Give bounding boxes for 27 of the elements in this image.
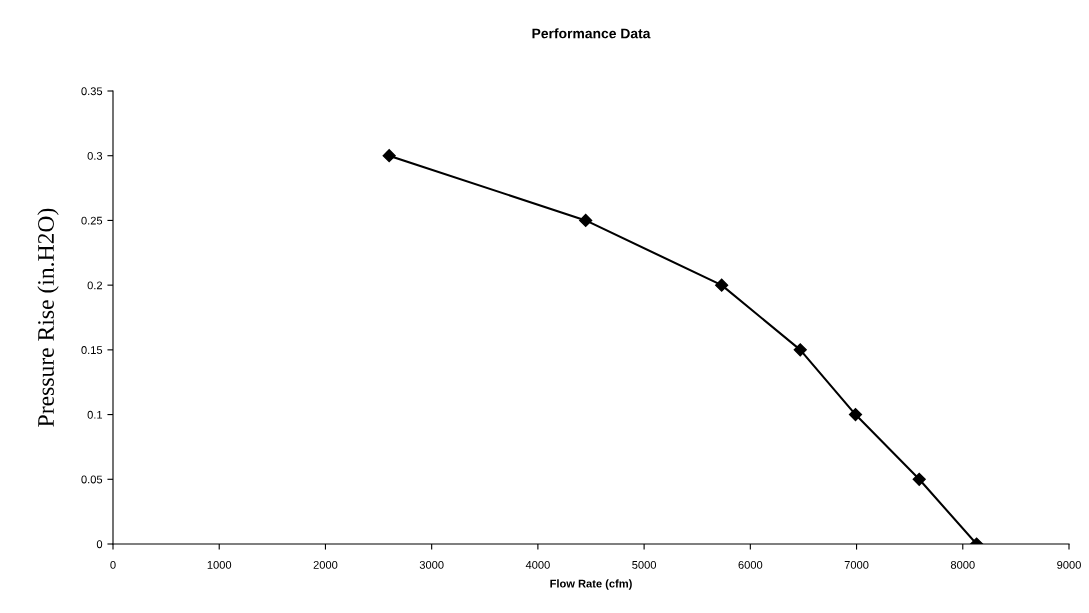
x-tick-label: 4000 bbox=[525, 560, 550, 569]
chart-title: Performance Data bbox=[532, 28, 651, 39]
y-axis-title: Pressure Rise (in.H2O) bbox=[37, 208, 59, 427]
x-axis-title: Flow Rate (cfm) bbox=[550, 579, 632, 590]
point bbox=[715, 278, 729, 292]
point bbox=[382, 149, 396, 163]
x-tick-label: 9000 bbox=[1057, 560, 1081, 569]
point bbox=[912, 472, 926, 486]
x-tick-label: 7000 bbox=[844, 560, 869, 569]
x-tick-label: 3000 bbox=[419, 560, 444, 569]
x-tick-label: 2000 bbox=[313, 560, 338, 569]
point bbox=[579, 213, 593, 228]
y-tick-label: 0 bbox=[96, 540, 103, 549]
x-tick-label: 5000 bbox=[632, 560, 657, 569]
y-tick-label: 0.05 bbox=[81, 475, 103, 484]
y-tick-label: 0.2 bbox=[87, 281, 103, 290]
x-tick-label: 1000 bbox=[207, 560, 232, 569]
x-tick-label: 6000 bbox=[738, 560, 763, 569]
point bbox=[848, 407, 863, 422]
y-tick-label: 0.1 bbox=[87, 410, 103, 419]
y-tick-label: 0.25 bbox=[81, 216, 103, 225]
point bbox=[793, 343, 807, 357]
y-tick-label: 0.15 bbox=[81, 346, 103, 354]
y-tick-label: 0.3 bbox=[87, 151, 103, 160]
y-tick-label: 0.35 bbox=[81, 87, 103, 96]
x-tick-label: 8000 bbox=[950, 560, 975, 569]
x-tick-label: 0 bbox=[110, 560, 116, 569]
